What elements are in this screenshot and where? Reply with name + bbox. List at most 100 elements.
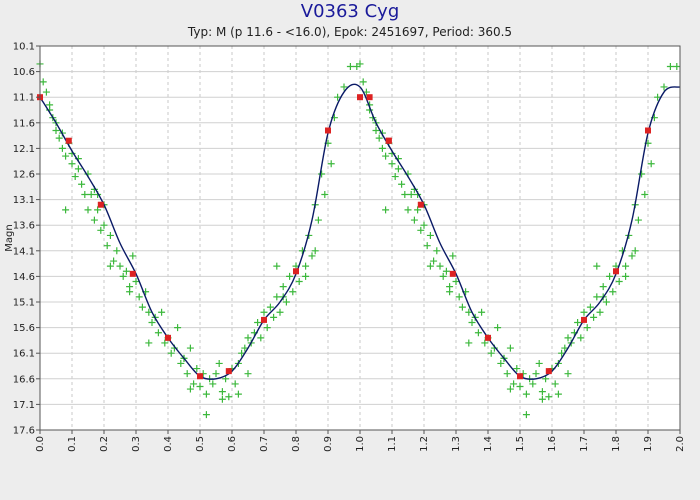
observation-point (132, 278, 140, 286)
observation-point (212, 370, 220, 378)
observation-point (583, 324, 591, 332)
observation-point (407, 190, 415, 198)
observation-point (302, 272, 310, 280)
y-tick-label: 14.1 (13, 246, 35, 257)
x-tick-label: 0.9 (323, 436, 334, 452)
observation-point (442, 267, 450, 275)
observation-point (74, 165, 82, 173)
observation-point (522, 411, 530, 419)
x-tick-label: 1.7 (579, 436, 590, 452)
normal-point (613, 268, 619, 275)
observation-point (145, 339, 153, 347)
observation-point (641, 190, 649, 198)
observation-point (225, 393, 233, 401)
observation-point (110, 257, 118, 265)
observation-point (273, 293, 281, 301)
observation-point (545, 393, 553, 401)
observation-point (433, 247, 441, 255)
observation-point (254, 318, 262, 326)
observation-point (321, 190, 329, 198)
y-axis-label: Magn (4, 224, 15, 251)
observation-point (558, 349, 566, 357)
normal-point (517, 373, 523, 380)
observation-point (465, 339, 473, 347)
normal-point (449, 270, 456, 277)
y-tick-label: 16.6 (13, 374, 35, 385)
observation-point (62, 206, 70, 214)
observation-point (638, 170, 646, 178)
normal-point (357, 94, 363, 101)
observation-point (417, 226, 425, 234)
observation-point (506, 385, 514, 393)
observation-point (78, 180, 86, 188)
observation-point (382, 206, 390, 214)
observation-point (97, 226, 105, 234)
x-tick-label: 1.4 (483, 436, 494, 452)
y-tick-label: 11.6 (13, 118, 35, 129)
observation-point (87, 190, 95, 198)
observation-point (186, 344, 194, 352)
observation-point (478, 308, 486, 316)
observation-point (186, 385, 194, 393)
observation-point (314, 216, 322, 224)
observation-point (401, 190, 409, 198)
y-tick-label: 15.1 (13, 298, 35, 309)
y-tick-label: 13.1 (13, 195, 35, 206)
observation-point (666, 62, 674, 70)
observation-point (516, 382, 524, 390)
observation-point (414, 206, 422, 214)
y-tick-label: 11.1 (13, 93, 35, 104)
observation-point (513, 365, 521, 373)
observation-point (356, 60, 364, 68)
y-tick-label: 10.1 (13, 42, 35, 53)
observation-point (71, 173, 79, 181)
observation-point (218, 388, 226, 396)
observation-point (602, 298, 610, 306)
observation-point (282, 298, 290, 306)
observation-point (654, 93, 662, 101)
observation-point (577, 334, 585, 342)
observation-point (183, 370, 191, 378)
observation-point (167, 349, 175, 357)
observation-point (647, 160, 655, 168)
observation-point (68, 160, 76, 168)
observation-point (673, 62, 681, 70)
observation-point (449, 252, 457, 260)
observation-point (593, 293, 601, 301)
normal-point (165, 334, 171, 341)
observation-point (554, 390, 562, 398)
observation-point (215, 359, 223, 367)
observation-point (599, 283, 607, 291)
observation-point (193, 365, 201, 373)
observation-point (311, 247, 319, 255)
observation-point (260, 308, 268, 316)
normal-point (581, 316, 587, 323)
observation-point (596, 308, 604, 316)
observation-point (62, 152, 70, 160)
observation-point (580, 308, 588, 316)
observation-point (561, 344, 569, 352)
observation-point (564, 334, 572, 342)
x-tick-label: 2.0 (675, 436, 686, 452)
observation-point (286, 272, 294, 280)
x-tick-label: 0.4 (163, 436, 174, 452)
observation-point (202, 390, 210, 398)
observation-point (279, 283, 287, 291)
observation-point (174, 324, 182, 332)
observation-point (564, 370, 572, 378)
normal-point (485, 334, 491, 341)
observation-point (481, 339, 489, 347)
observation-point (273, 262, 281, 270)
observation-point (129, 252, 137, 260)
observation-point (538, 388, 546, 396)
x-tick-label: 0.7 (259, 436, 270, 452)
observation-point (334, 93, 342, 101)
normal-point (417, 201, 424, 208)
observation-point (94, 206, 102, 214)
chart-subtitle: Typ: M (p 11.6 - <16.0), Epok: 2451697, … (187, 25, 513, 39)
observation-point (257, 334, 265, 342)
observation-point (113, 247, 121, 255)
observation-point (154, 329, 162, 337)
observation-point (209, 380, 217, 388)
observation-point (660, 83, 668, 91)
